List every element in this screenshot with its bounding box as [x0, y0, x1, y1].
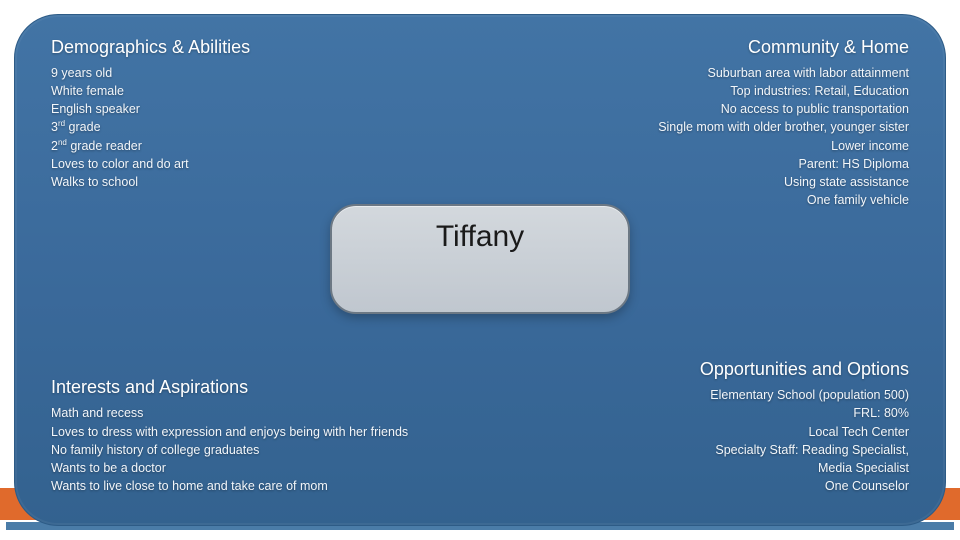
heading-interests: Interests and Aspirations: [51, 377, 551, 398]
list-item: 2nd grade reader: [51, 137, 471, 155]
list-item: White female: [51, 82, 471, 100]
list-item: 9 years old: [51, 64, 471, 82]
list-item: Wants to live close to home and take car…: [51, 477, 551, 495]
list-item: Media Specialist: [529, 459, 909, 477]
list-item: Using state assistance: [489, 173, 909, 191]
list-item: Local Tech Center: [529, 423, 909, 441]
list-item: Loves to dress with expression and enjoy…: [51, 423, 551, 441]
list-item: Wants to be a doctor: [51, 459, 551, 477]
list-opportunities: Elementary School (population 500) FRL: …: [529, 386, 909, 495]
heading-demographics: Demographics & Abilities: [51, 37, 471, 58]
list-item: Parent: HS Diploma: [489, 155, 909, 173]
quadrant-opportunities: Opportunities and Options Elementary Sch…: [529, 359, 909, 495]
main-panel: Demographics & Abilities 9 years old Whi…: [14, 14, 946, 526]
list-item: Single mom with older brother, younger s…: [489, 118, 909, 136]
list-item: FRL: 80%: [529, 404, 909, 422]
list-item: Elementary School (population 500): [529, 386, 909, 404]
slide: Demographics & Abilities 9 years old Whi…: [0, 0, 960, 540]
list-item: Loves to color and do art: [51, 155, 471, 173]
persona-name-pill: Tiffany: [330, 204, 630, 314]
list-item: Walks to school: [51, 173, 471, 191]
quadrant-interests: Interests and Aspirations Math and reces…: [51, 377, 551, 495]
list-item: Lower income: [489, 137, 909, 155]
list-demographics: 9 years old White female English speaker…: [51, 64, 471, 191]
list-item: No access to public transportation: [489, 100, 909, 118]
list-item: One Counselor: [529, 477, 909, 495]
list-item: 3rd grade: [51, 118, 471, 136]
list-community: Suburban area with labor attainment Top …: [489, 64, 909, 209]
list-interests: Math and recess Loves to dress with expr…: [51, 404, 551, 495]
list-item: English speaker: [51, 100, 471, 118]
list-item: Math and recess: [51, 404, 551, 422]
list-item: Suburban area with labor attainment: [489, 64, 909, 82]
list-item: No family history of college graduates: [51, 441, 551, 459]
heading-opportunities: Opportunities and Options: [529, 359, 909, 380]
persona-name: Tiffany: [436, 220, 524, 254]
list-item: Top industries: Retail, Education: [489, 82, 909, 100]
list-item: Specialty Staff: Reading Specialist,: [529, 441, 909, 459]
quadrant-demographics: Demographics & Abilities 9 years old Whi…: [51, 37, 471, 191]
heading-community: Community & Home: [489, 37, 909, 58]
quadrant-community: Community & Home Suburban area with labo…: [489, 37, 909, 209]
